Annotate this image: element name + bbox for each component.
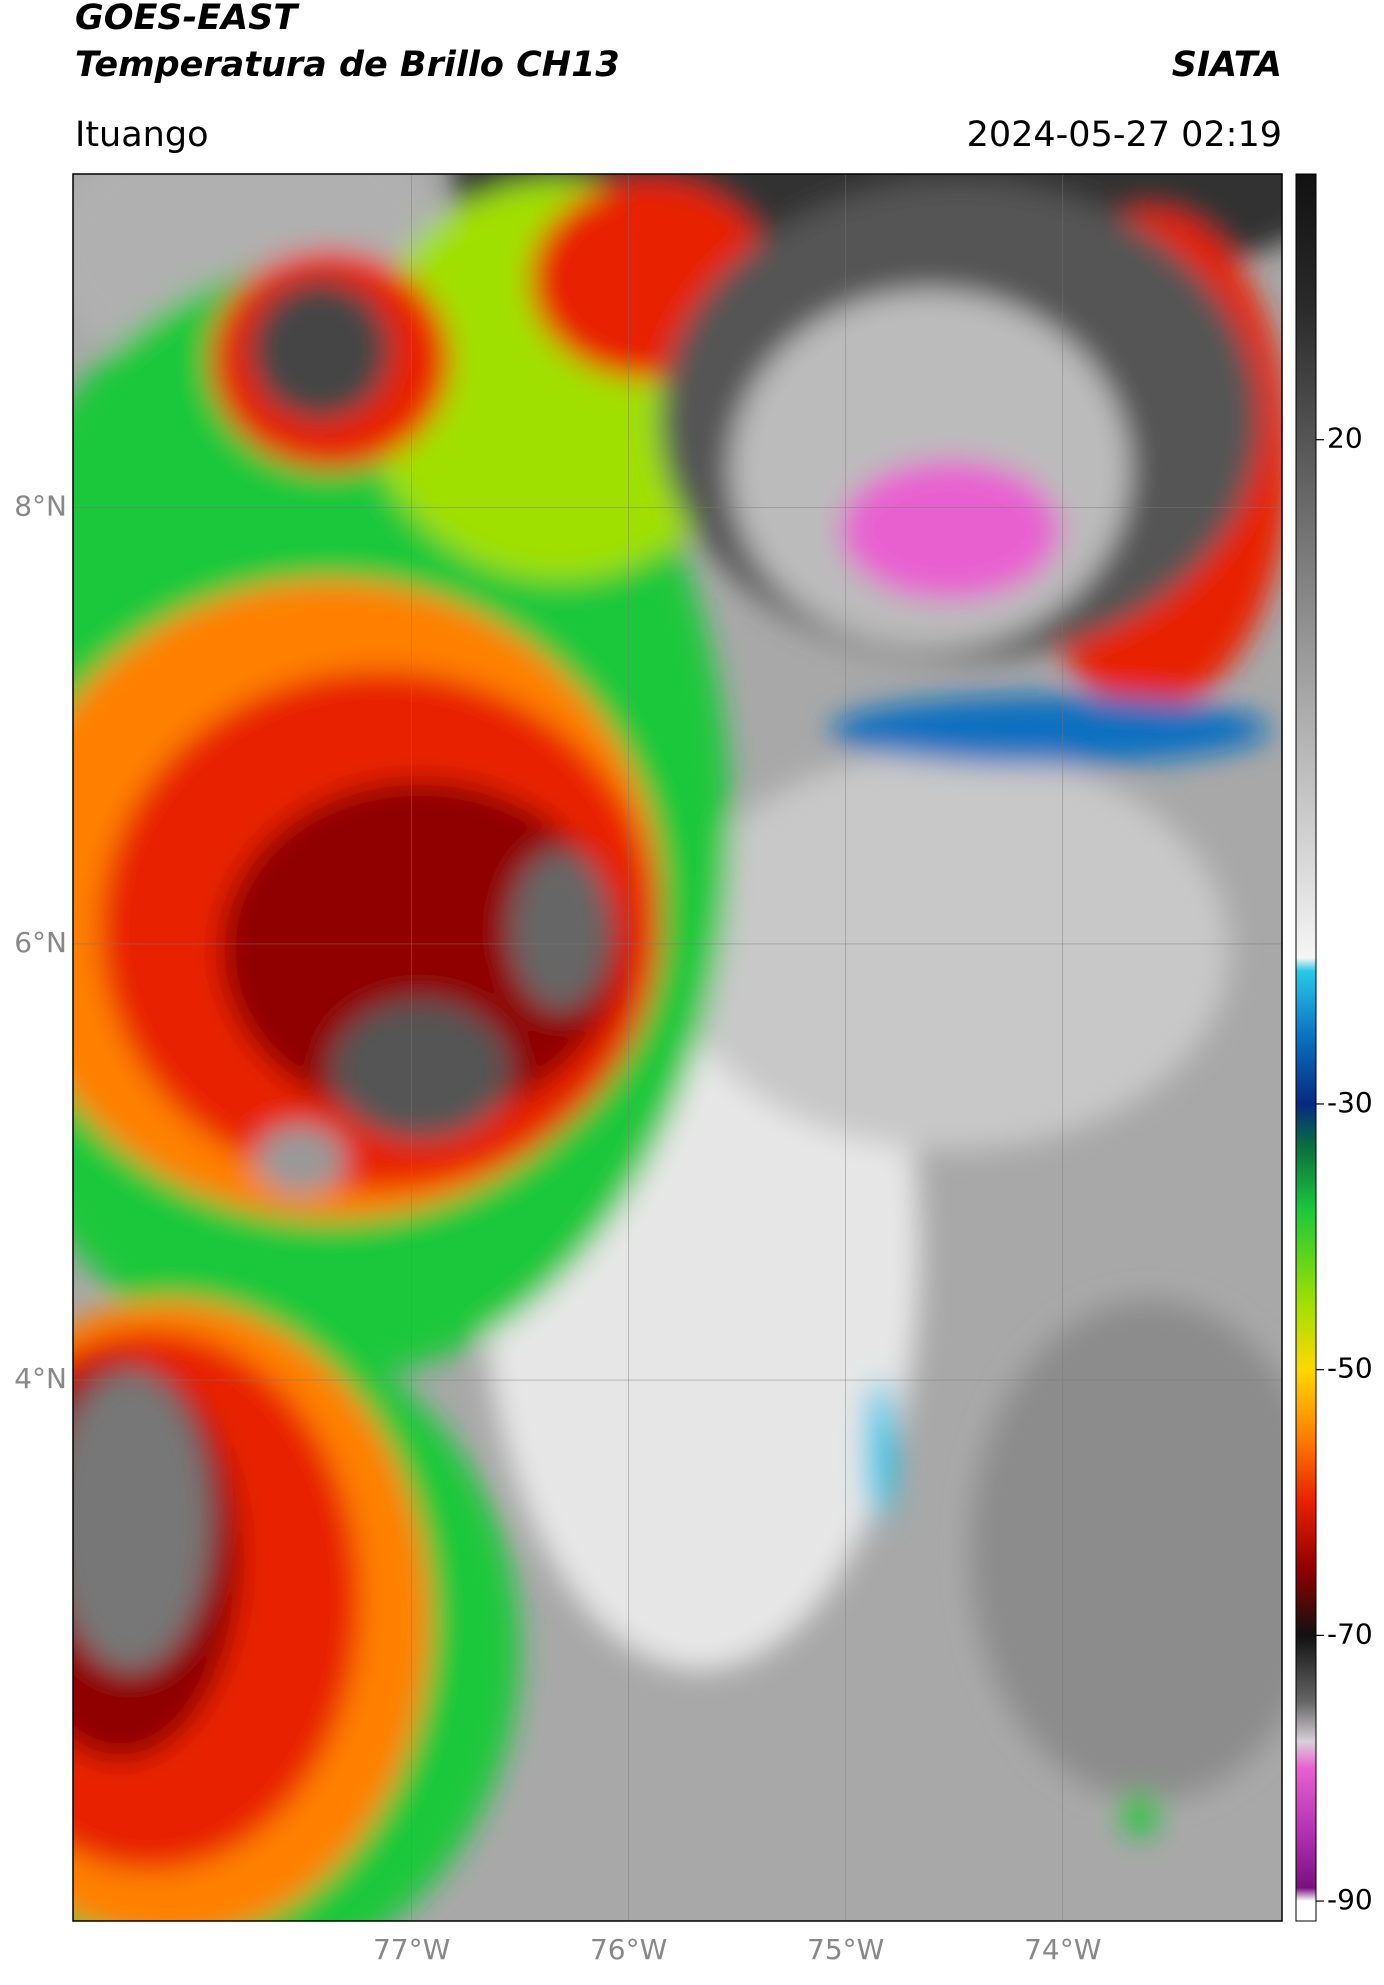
colorbar-tick-label: -90 — [1327, 1883, 1373, 1916]
timestamp: 2024-05-27 02:19 — [967, 115, 1282, 155]
subtitle: Temperatura de Brillo CH13 — [75, 45, 620, 85]
map-frame — [72, 173, 1283, 1922]
colorbar-tick-label: -70 — [1327, 1617, 1373, 1650]
satellite-image — [73, 174, 1282, 1921]
lon-tick-label: 77°W — [373, 1933, 450, 1966]
lat-tick-label: 4°N — [14, 1362, 67, 1395]
lon-tick-label: 75°W — [807, 1933, 884, 1966]
brand: SIATA — [1172, 45, 1282, 85]
lon-tick-label: 74°W — [1024, 1933, 1101, 1966]
colorbar-tick-label: 20 — [1327, 422, 1363, 455]
colorbar — [1295, 173, 1317, 1922]
colorbar-tick-label: -50 — [1327, 1352, 1373, 1385]
lat-tick-label: 6°N — [14, 926, 67, 959]
lon-tick-label: 76°W — [590, 1933, 667, 1966]
colorbar-tick-label: -30 — [1327, 1086, 1373, 1119]
location: Ituango — [75, 115, 209, 155]
graticule — [73, 174, 1282, 1921]
title: GOES-EAST — [75, 0, 300, 38]
lat-tick-label: 8°N — [14, 490, 67, 523]
